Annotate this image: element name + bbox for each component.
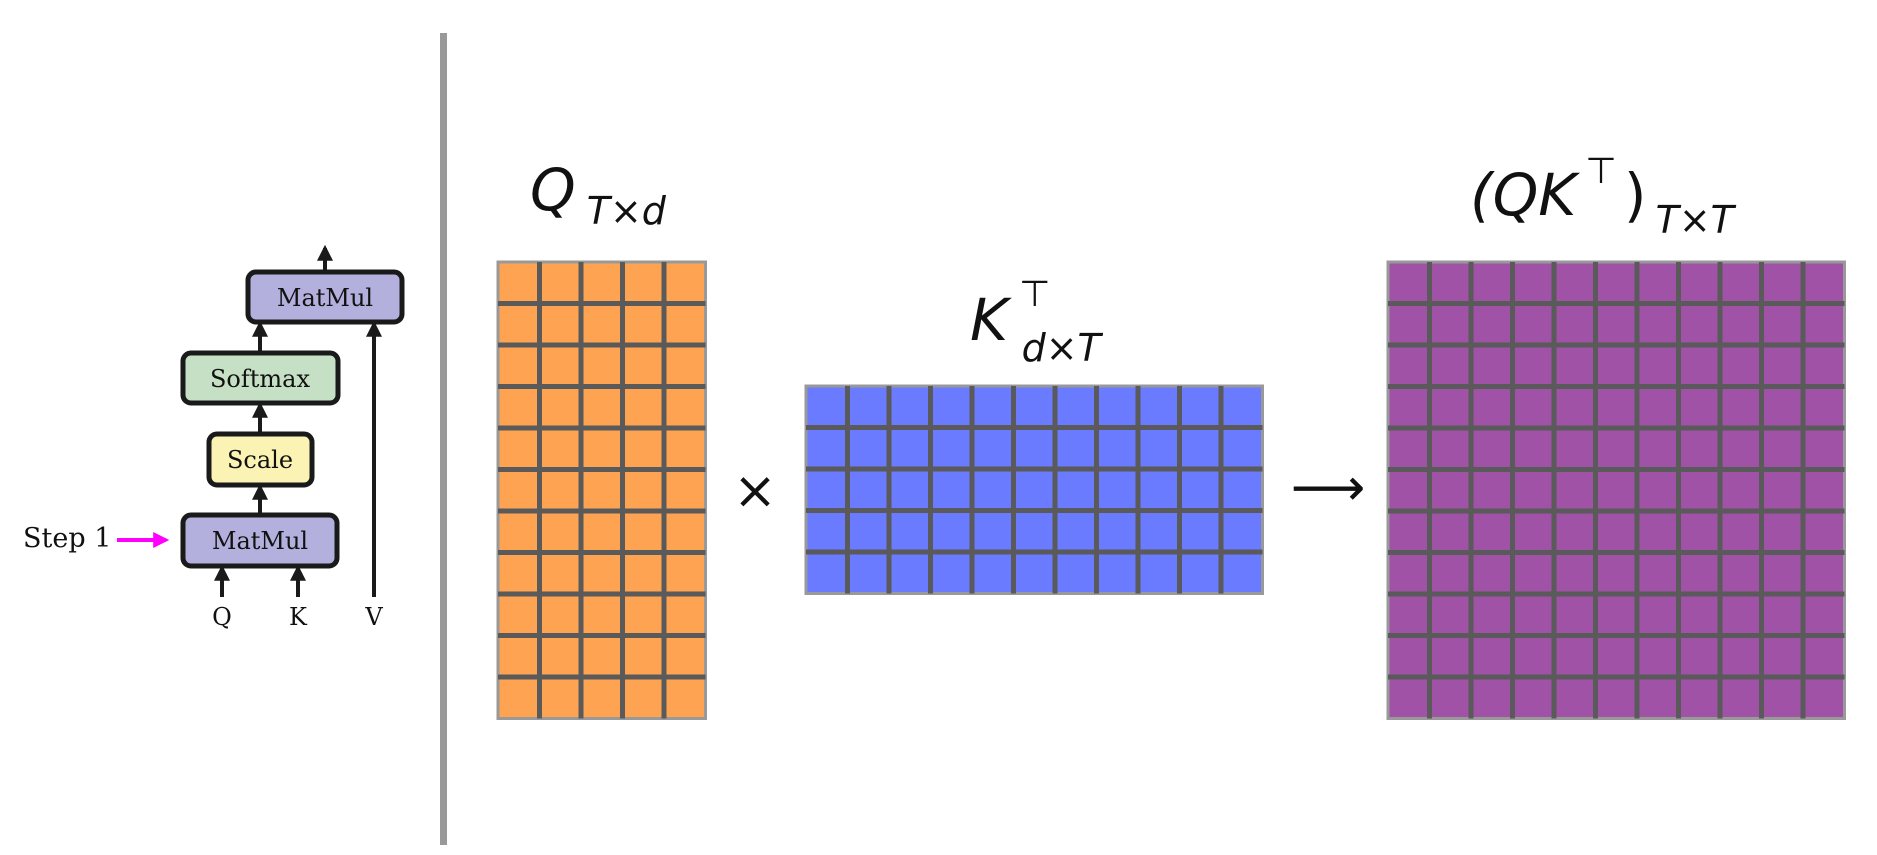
k-matrix-grid [804, 384, 1264, 595]
result-arrow: ⟶ [1291, 458, 1366, 518]
q-matrix-title: Q T×d [530, 156, 667, 233]
matmul-bottom-label: MatMul [212, 527, 308, 555]
k-matrix-title: K ⊤ d×T [970, 274, 1104, 370]
result-subscript: T×T [1656, 198, 1737, 242]
matmul-bottom-block [180, 512, 340, 569]
matmul-top-block [245, 269, 405, 325]
k-input-label: K [289, 603, 308, 631]
step-label: Step 1 [23, 523, 111, 554]
panel-divider [440, 33, 447, 845]
scale-label: Scale [227, 446, 293, 474]
softmax-label: Softmax [210, 365, 310, 393]
multiply-operator: × [733, 461, 777, 521]
v-input-label: V [364, 603, 383, 631]
attention-pipeline: MatMul Softmax Scale MatMul Q K V Step 1 [23, 244, 405, 631]
k-subscript: d×T [1022, 326, 1104, 370]
k-matrix-background [804, 384, 1264, 595]
result-matrix-grid [1386, 260, 1846, 720]
q-symbol: Q [530, 156, 576, 224]
q-matrix-background [496, 260, 707, 720]
result-symbol: (QK [1470, 161, 1580, 229]
q-input-label: Q [212, 603, 232, 631]
q-subscript: T×d [587, 189, 667, 233]
k-symbol: K [970, 286, 1012, 354]
k-matrix-panel: K ⊤ d×T [804, 274, 1264, 595]
result-superscript: ⊤ [1585, 151, 1616, 192]
q-matrix-grid [496, 260, 707, 720]
k-superscript: ⊤ [1019, 274, 1050, 315]
result-close-paren: ) [1624, 161, 1647, 229]
result-matrix-title: (QK ⊤ ) T×T [1470, 151, 1737, 242]
q-matrix-panel: Q T×d [496, 156, 707, 720]
result-matrix-panel: (QK ⊤ ) T×T [1386, 151, 1846, 720]
result-matrix-background [1386, 260, 1846, 720]
matmul-top-label: MatMul [277, 284, 373, 312]
